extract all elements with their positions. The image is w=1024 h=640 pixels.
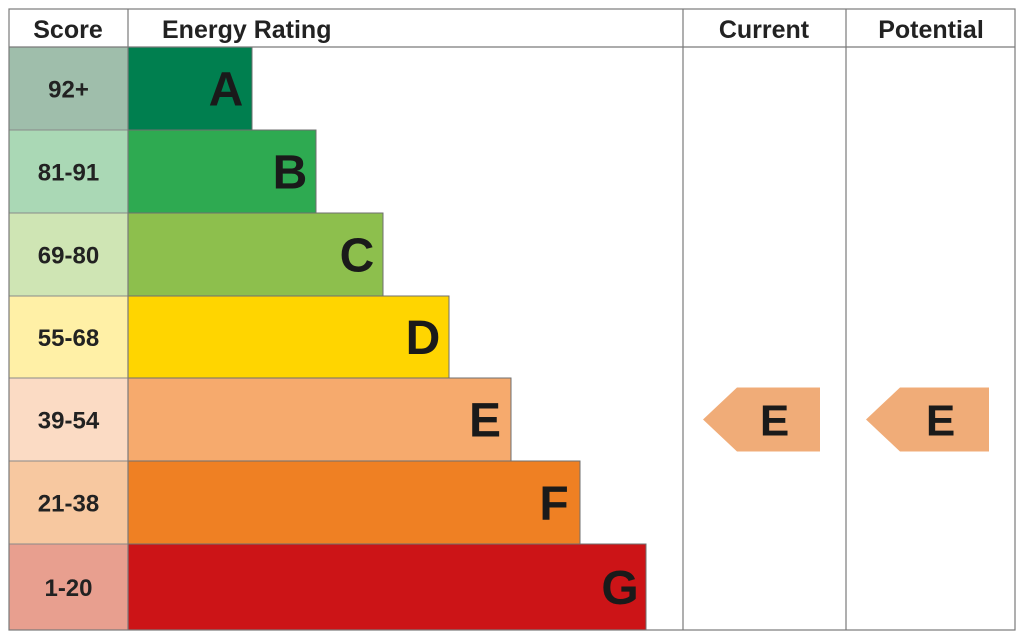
score-cell-a — [8, 46, 129, 131]
rating-letter-f: F — [539, 478, 568, 531]
score-cell-g — [8, 543, 129, 631]
score-cell-b — [8, 129, 129, 214]
rating-letter-a: A — [209, 64, 244, 117]
potential-rating-letter: E — [926, 397, 955, 446]
bands-layer: 92+ A 81-91 B 69-80 C 55-68 D 39-54 E 21-38 F 1-20 G — [8, 46, 647, 631]
score-header: Score — [33, 16, 103, 44]
rating-bar-e — [127, 377, 512, 462]
rating-letter-b: B — [273, 147, 308, 200]
header-row: Score Energy Rating Current Potential — [33, 16, 984, 44]
rating-bar-a — [127, 46, 253, 131]
rating-letter-g: G — [601, 562, 638, 615]
energy-rating-header: Energy Rating — [162, 16, 331, 44]
current-rating-arrow — [703, 387, 820, 452]
potential-rating-arrow — [866, 387, 989, 452]
score-label-f: 21-38 — [38, 491, 99, 518]
score-label-d: 55-68 — [38, 325, 99, 352]
rating-bar-d — [127, 295, 450, 379]
rating-letter-d: D — [406, 312, 441, 365]
grid-layer — [8, 8, 1016, 631]
rating-letter-e: E — [469, 395, 501, 448]
current-header: Current — [719, 16, 810, 44]
rating-bar-f — [127, 460, 581, 545]
score-label-a: 92+ — [48, 77, 89, 104]
score-cell-c — [8, 212, 129, 297]
score-label-e: 39-54 — [38, 408, 100, 435]
current-rating-letter: E — [760, 397, 789, 446]
score-label-b: 81-91 — [38, 160, 99, 187]
rating-bar-g — [127, 543, 647, 631]
score-label-g: 1-20 — [44, 575, 92, 602]
rating-letter-c: C — [340, 230, 375, 283]
rating-bar-c — [127, 212, 384, 297]
table-outline — [8, 8, 1016, 631]
score-label-c: 69-80 — [38, 243, 99, 270]
rating-bar-b — [127, 129, 317, 214]
potential-header: Potential — [878, 16, 984, 44]
